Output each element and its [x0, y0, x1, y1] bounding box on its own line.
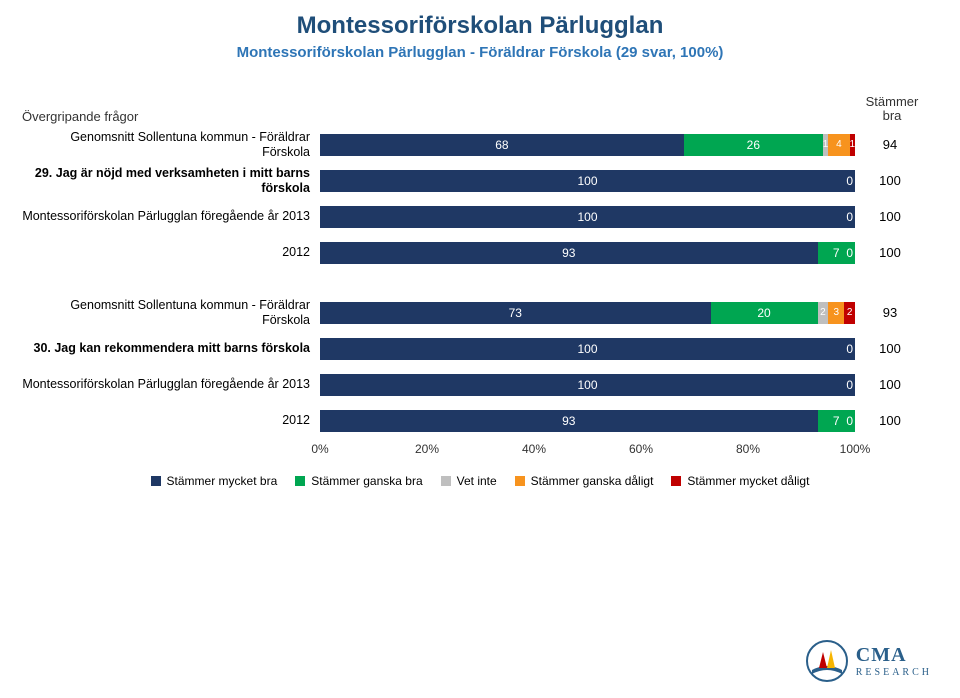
- rows-container: Genomsnitt Sollentuna kommun - Föräldrar…: [20, 130, 940, 436]
- side-value: 100: [855, 341, 925, 356]
- chart-row: 20129370100: [20, 406, 940, 436]
- chart-header-row: Övergripande frågor Stämmer bra: [20, 95, 940, 124]
- chart-row: Genomsnitt Sollentuna kommun - Föräldrar…: [20, 298, 940, 328]
- chart-row: Genomsnitt Sollentuna kommun - Föräldrar…: [20, 130, 940, 160]
- side-value: 94: [855, 137, 925, 152]
- logo-text-wrap: CMA RESEARCH: [856, 644, 932, 678]
- axis-tick: 20%: [415, 442, 439, 456]
- logo-icon: [806, 640, 848, 682]
- chart-row: 29. Jag är nöjd med verksamheten i mitt …: [20, 166, 940, 196]
- bar-segment: 68: [320, 134, 684, 156]
- side-value: 100: [855, 413, 925, 428]
- axis-row: 0% 20% 40% 60% 80% 100%: [20, 442, 940, 460]
- bar-segment: 100: [320, 374, 855, 396]
- chart-row: 20129370100: [20, 238, 940, 268]
- chart-row: Montessoriförskolan Pärlugglan föregåend…: [20, 370, 940, 400]
- trailing-zero: 0: [846, 246, 853, 260]
- axis-tick: 0%: [311, 442, 328, 456]
- bar-segment: 20: [711, 302, 818, 324]
- axis-spacer: [20, 442, 320, 460]
- bar-segment: 100: [320, 338, 855, 360]
- legend-item: Vet inte: [441, 474, 497, 488]
- trailing-zero: 0: [846, 174, 853, 188]
- bar-segment: 93: [320, 410, 818, 432]
- bar: 7320232: [320, 302, 855, 324]
- logo-name: CMA: [856, 644, 932, 667]
- bar-segment: 2: [818, 302, 829, 324]
- chart-row: Montessoriförskolan Pärlugglan föregåend…: [20, 202, 940, 232]
- chart-area: Övergripande frågor Stämmer bra Genomsni…: [20, 95, 940, 488]
- legend-swatch: [671, 476, 681, 486]
- legend-label: Stämmer ganska bra: [311, 474, 422, 488]
- bar-segment: 4: [828, 134, 849, 156]
- x-axis: 0%20%40%60%80%100%: [320, 442, 855, 460]
- legend-swatch: [151, 476, 161, 486]
- logo-sub: RESEARCH: [856, 667, 932, 678]
- axis-tick: 40%: [522, 442, 546, 456]
- bar-segment: 2: [844, 302, 855, 324]
- bar-segment: 26: [684, 134, 823, 156]
- page: Montessoriförskolan Pärlugglan Montessor…: [0, 0, 960, 698]
- axis-tick: 60%: [629, 442, 653, 456]
- chart-row: 30. Jag kan rekommendera mitt barns förs…: [20, 334, 940, 364]
- bar-segment: 3: [828, 302, 844, 324]
- legend: Stämmer mycket bra Stämmer ganska bra Vet …: [20, 474, 940, 488]
- bar-segment: 93: [320, 242, 818, 264]
- row-label: Genomsnitt Sollentuna kommun - Föräldrar…: [20, 298, 320, 327]
- row-label: Montessoriförskolan Pärlugglan föregåend…: [20, 377, 320, 391]
- bar-segment: 73: [320, 302, 711, 324]
- row-label: Genomsnitt Sollentuna kommun - Föräldrar…: [20, 130, 320, 159]
- row-label: 2012: [20, 245, 320, 259]
- row-gap: [20, 274, 940, 298]
- bar-segment: 1: [850, 134, 855, 156]
- legend-swatch: [441, 476, 451, 486]
- side-header: Stämmer bra: [857, 95, 927, 124]
- bar: 9370: [320, 242, 855, 264]
- bar: 9370: [320, 410, 855, 432]
- trailing-zero: 0: [846, 342, 853, 356]
- legend-item: Stämmer mycket dåligt: [671, 474, 809, 488]
- legend-label: Stämmer ganska dåligt: [531, 474, 654, 488]
- legend-item: Stämmer mycket bra: [151, 474, 278, 488]
- legend-label: Stämmer mycket dåligt: [687, 474, 809, 488]
- legend-swatch: [295, 476, 305, 486]
- trailing-zero: 0: [846, 414, 853, 428]
- bar: 1000: [320, 374, 855, 396]
- side-value: 100: [855, 209, 925, 224]
- legend-swatch: [515, 476, 525, 486]
- side-value: 100: [855, 245, 925, 260]
- bar-segment: 100: [320, 170, 855, 192]
- logo: CMA RESEARCH: [806, 640, 932, 682]
- legend-item: Stämmer ganska bra: [295, 474, 422, 488]
- trailing-zero: 0: [846, 210, 853, 224]
- side-value: 93: [855, 305, 925, 320]
- bar: 1000: [320, 338, 855, 360]
- axis-tick: 80%: [736, 442, 760, 456]
- row-label: 30. Jag kan rekommendera mitt barns förs…: [20, 341, 320, 355]
- legend-label: Vet inte: [457, 474, 497, 488]
- side-value: 100: [855, 173, 925, 188]
- bar: 1000: [320, 170, 855, 192]
- legend-label: Stämmer mycket bra: [167, 474, 278, 488]
- page-subtitle: Montessoriförskolan Pärlugglan - Föräldr…: [20, 44, 940, 61]
- bar: 1000: [320, 206, 855, 228]
- axis-tick: 100%: [840, 442, 871, 456]
- trailing-zero: 0: [846, 378, 853, 392]
- page-title: Montessoriförskolan Pärlugglan: [20, 12, 940, 40]
- legend-item: Stämmer ganska dåligt: [515, 474, 654, 488]
- section-label: Övergripande frågor: [20, 109, 322, 124]
- row-label: Montessoriförskolan Pärlugglan föregåend…: [20, 209, 320, 223]
- bar-segment: 100: [320, 206, 855, 228]
- side-value: 100: [855, 377, 925, 392]
- bar: 6826141: [320, 134, 855, 156]
- row-label: 29. Jag är nöjd med verksamheten i mitt …: [20, 166, 320, 195]
- row-label: 2012: [20, 413, 320, 427]
